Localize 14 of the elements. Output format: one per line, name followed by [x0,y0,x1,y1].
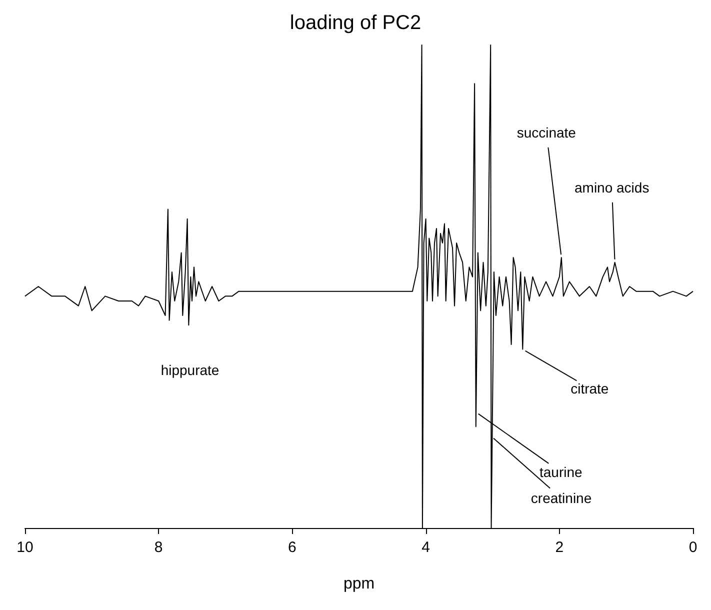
annotation: citrate [570,380,609,396]
annotation: succinate [516,124,576,141]
x-tick-label: 6 [288,539,296,556]
annotation: creatinine [530,490,592,506]
x-tick-label: 4 [422,539,430,556]
annotation: amino acids [574,179,650,196]
x-tick-label: 8 [154,539,163,556]
x-tick-label: 10 [16,539,34,556]
x-tick-label: 0 [688,539,698,556]
x-axis-title: ppm [343,576,375,592]
chart-title: loading of PC2 [290,12,422,34]
annotation: taurine [539,464,583,480]
x-tick-label: 2 [555,539,564,556]
annotation: hippurate [160,362,220,378]
